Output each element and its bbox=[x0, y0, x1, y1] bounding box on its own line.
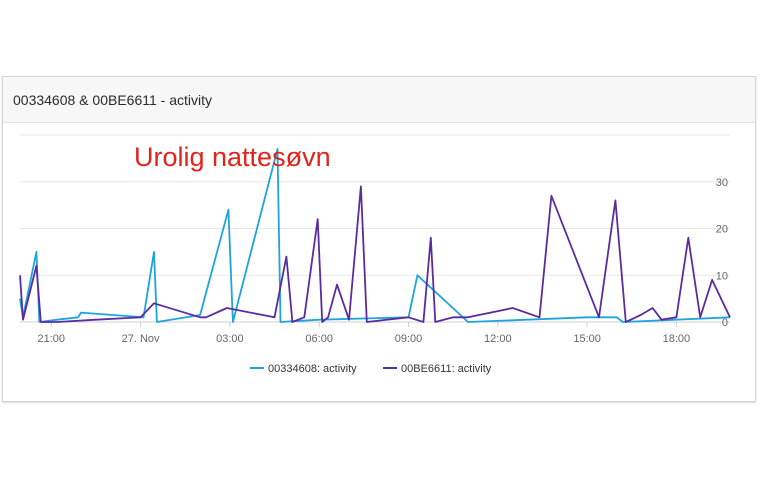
series-line-0 bbox=[19, 148, 731, 323]
y-tick-label-20: 20 bbox=[716, 224, 728, 236]
card-title: 00334608 & 00BE6611 - activity bbox=[13, 91, 212, 108]
x-tick-label-7: 18:00 bbox=[663, 333, 691, 345]
card-header: 00334608 & 00BE6611 - activity bbox=[3, 77, 755, 123]
x-tick-label-5: 12:00 bbox=[484, 333, 512, 345]
legend-label-1[interactable]: 00BE6611: activity bbox=[401, 363, 492, 375]
chart-card: 00334608 & 00BE6611 - activity bbox=[2, 76, 756, 402]
x-tick-label-1: 27. Nov bbox=[122, 333, 160, 345]
y-tick-label-30: 30 bbox=[716, 177, 728, 189]
x-tick-label-4: 09:00 bbox=[395, 333, 423, 345]
series-line-1 bbox=[19, 185, 731, 323]
y-tick-label-0: 0 bbox=[722, 317, 728, 329]
x-tick-label-3: 06:00 bbox=[305, 333, 333, 345]
annotation-text: Urolig nattesøvn bbox=[134, 142, 331, 172]
legend-label-0[interactable]: 00334608: activity bbox=[268, 363, 357, 375]
y-tick-label-10: 10 bbox=[716, 270, 728, 282]
x-tick-label-6: 15:00 bbox=[573, 333, 601, 345]
x-tick-label-0: 21:00 bbox=[37, 333, 65, 345]
x-tick-label-2: 03:00 bbox=[216, 333, 244, 345]
